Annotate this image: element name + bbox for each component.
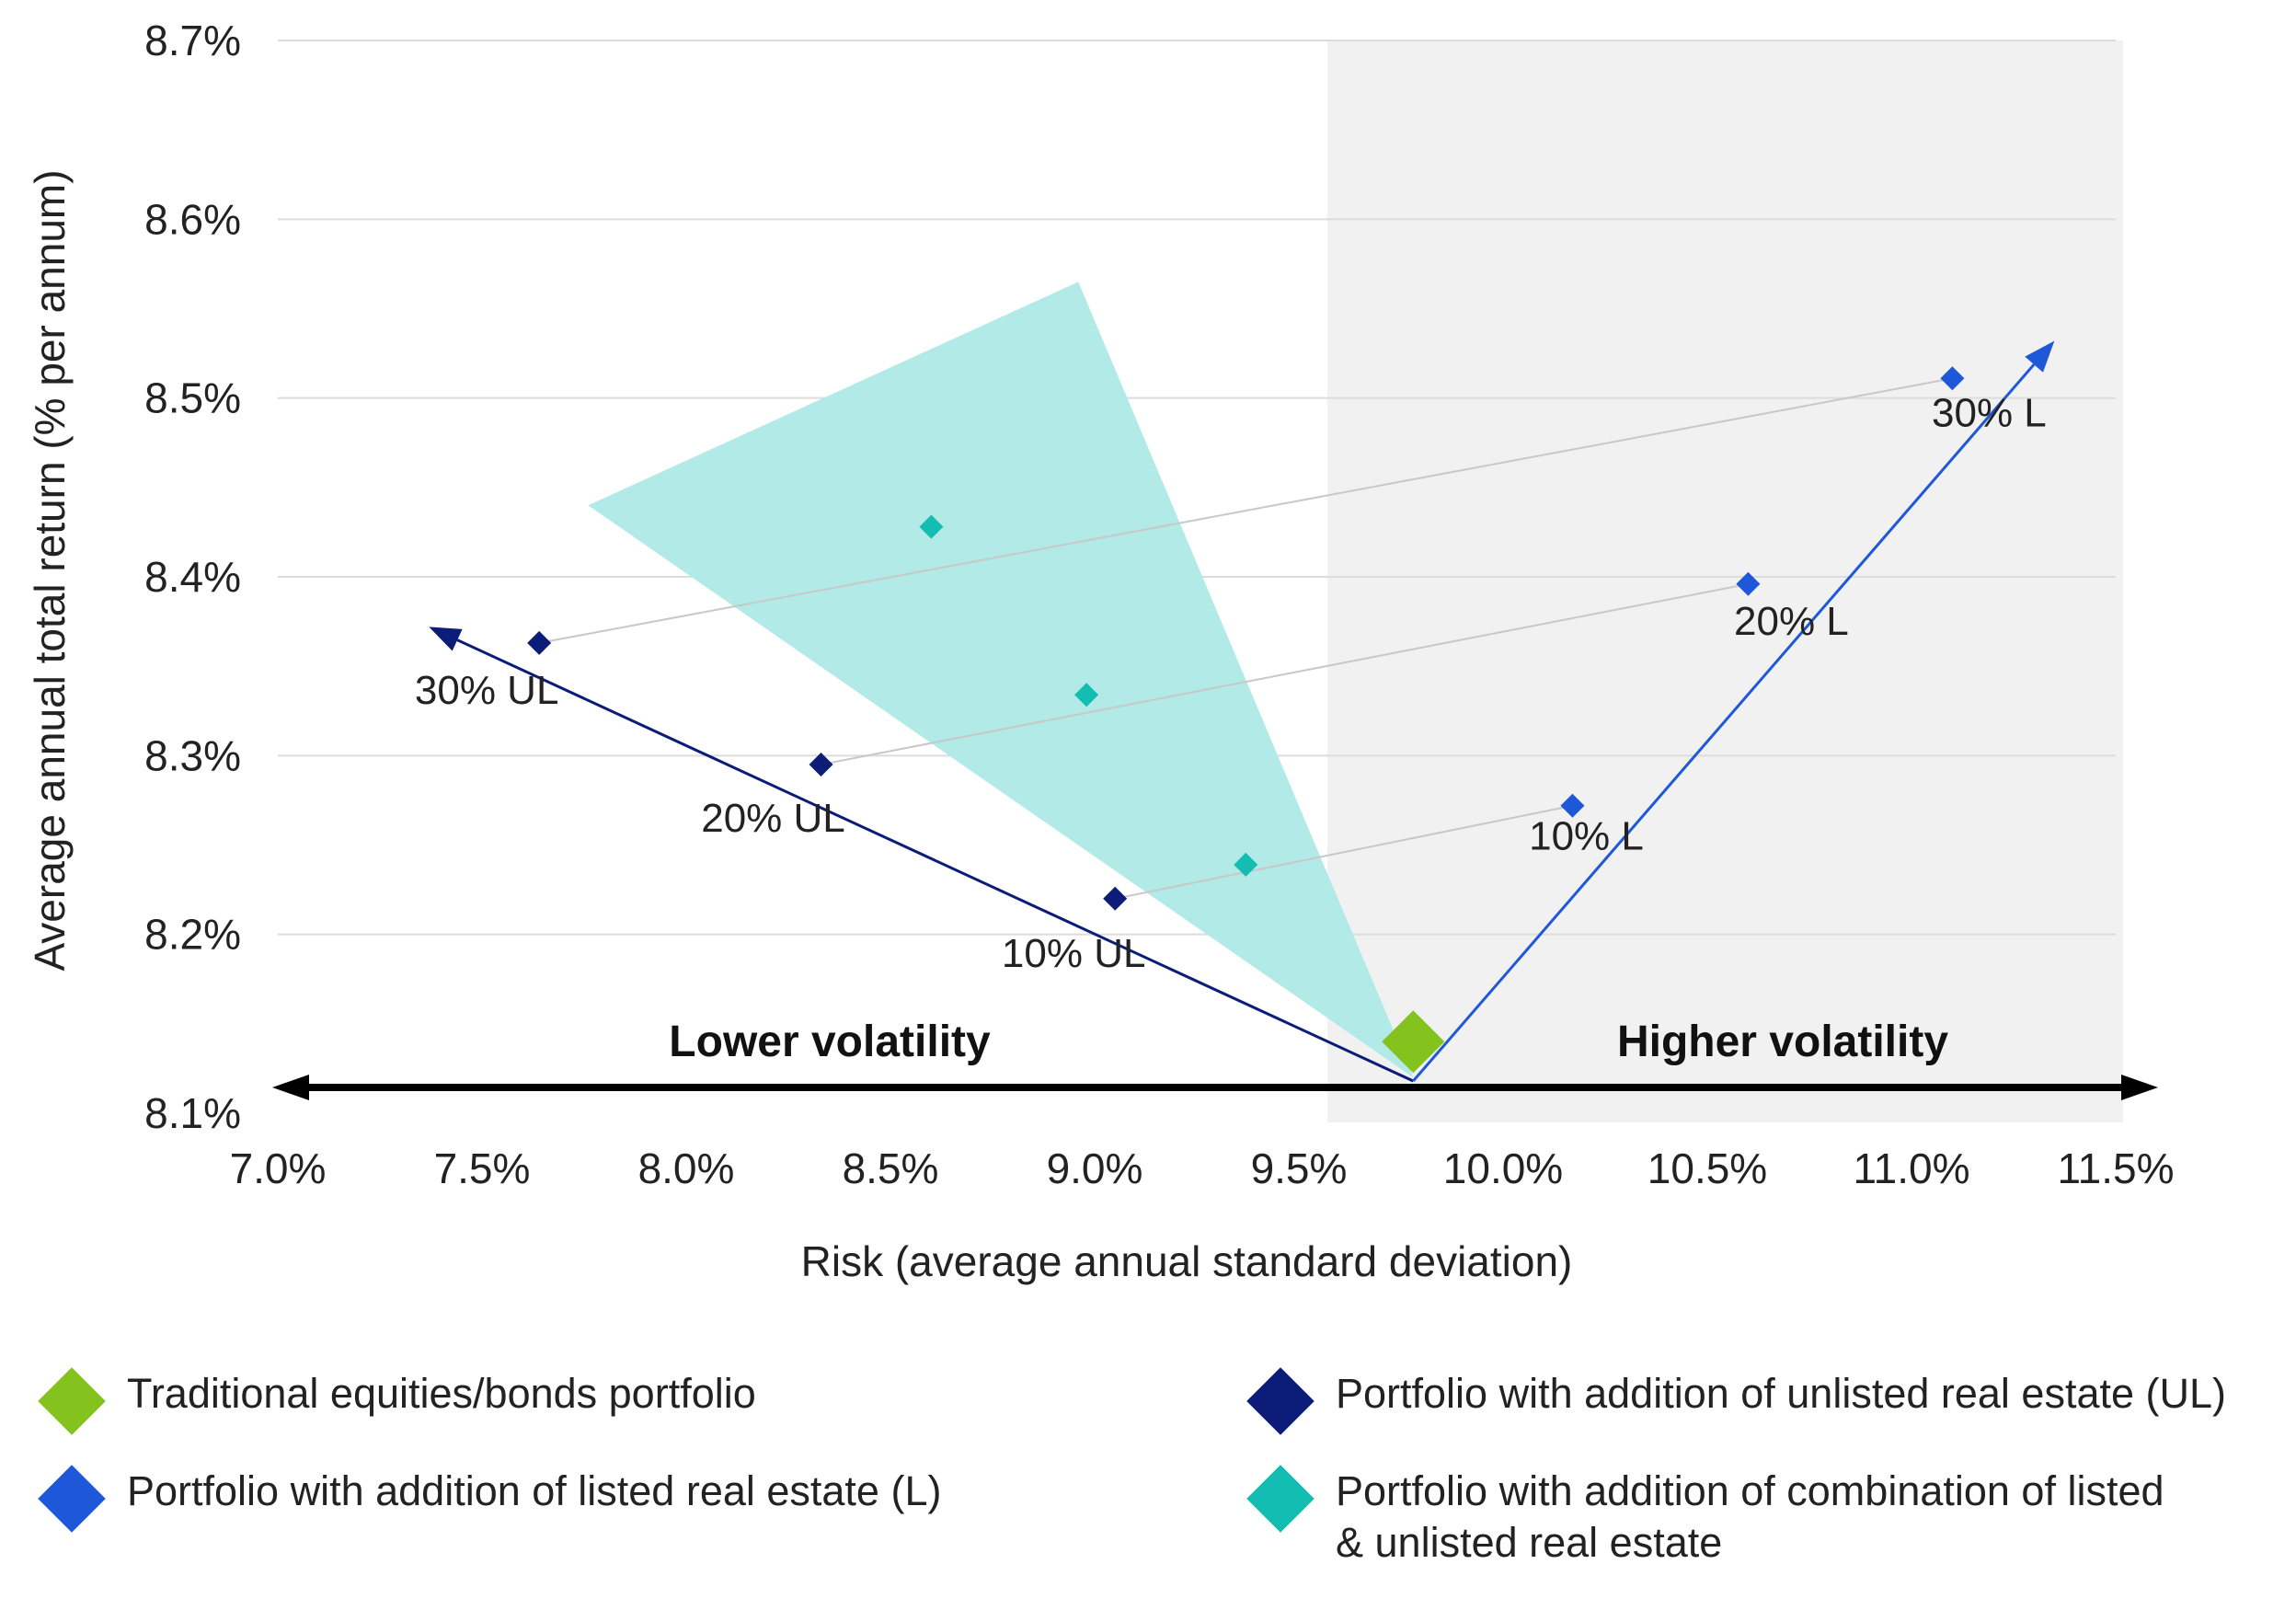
y-tick-label: 8.2% [144,911,241,959]
y-tick-label: 8.7% [144,17,241,64]
point-listed-1 [1560,793,1585,818]
point-label-20-ul: 20% UL [701,796,845,841]
point-unlisted-3 [527,630,552,655]
legend-label-listed: Portfolio with addition of listed real e… [127,1467,942,1514]
point-unlisted-1 [1103,886,1128,911]
legend-label-combination-line2: & unlisted real estate [1336,1519,1723,1566]
point-combination-2 [1074,683,1099,707]
y-tick-label: 8.4% [144,553,241,601]
point-label-30-ul: 30% UL [415,668,559,713]
y-axis-title: Average annual total return (% per annum… [26,169,74,971]
y-tick-label: 8.5% [144,374,241,422]
combination-region [588,282,1414,1078]
legend-item-combination: Portfolio with addition of combination o… [1242,1465,2164,1569]
volatility-axis-left-head [272,1075,309,1100]
y-tick-label: 8.6% [144,195,241,243]
x-tick-label: 9.0% [1047,1144,1143,1192]
risk-return-chart: 10% UL 20% UL 30% UL 10% L 20% L 30% L 7.0% 7.… [26,17,2175,1285]
x-tick-label: 10.0% [1443,1144,1563,1192]
unlisted-trend-arrow-head [429,627,463,651]
point-label-30-l: 30% L [1932,390,2047,435]
x-tick-label: 9.5% [1251,1144,1348,1192]
y-tick-label: 8.1% [144,1089,241,1137]
point-listed-2 [1736,571,1761,596]
legend-swatch-traditional [38,1367,106,1435]
listed-trend-arrow-line [1412,363,2036,1083]
legend-label-traditional: Traditional equities/bonds portfolio [127,1370,756,1417]
legend-label-combination: Portfolio with addition of combination o… [1336,1466,2164,1569]
point-label-20-l: 20% L [1734,599,1849,644]
volatility-axis-right-head [2121,1075,2158,1100]
legend-item-traditional: Traditional equities/bonds portfolio [33,1367,756,1435]
x-tick-label: 11.0% [1853,1144,1969,1192]
x-axis-title: Risk (average annual standard deviation) [801,1237,1573,1285]
legend-label-unlisted: Portfolio with addition of unlisted real… [1336,1370,2227,1417]
point-combination-3 [919,514,944,539]
legend-label-combination-line1: Portfolio with addition of combination o… [1336,1467,2164,1514]
x-tick-label: 7.0% [230,1144,327,1192]
x-tick-label: 8.0% [638,1144,735,1192]
higher-volatility-label: Higher volatility [1617,1018,1948,1066]
x-tick-label: 11.5% [2057,1144,2174,1192]
legend: Traditional equities/bonds portfolio Por… [0,1343,2296,1610]
y-tick-label: 8.3% [144,731,241,779]
lower-volatility-label: Lower volatility [669,1018,991,1066]
connector-line-1 [1115,804,1573,900]
point-unlisted-2 [809,753,833,777]
point-traditional-1 [1382,1010,1445,1074]
listed-trend-arrow-head [2025,340,2055,373]
legend-item-listed: Portfolio with addition of listed real e… [33,1465,942,1533]
x-tick-label: 8.5% [843,1144,939,1192]
point-label-10-l: 10% L [1529,814,1644,859]
unlisted-trend-arrow-line [456,638,1414,1083]
legend-item-unlisted: Portfolio with addition of unlisted real… [1242,1367,2227,1435]
point-listed-3 [1940,366,1965,391]
connector-line-3 [538,377,1953,644]
legend-swatch-listed [38,1465,106,1533]
legend-swatch-unlisted [1246,1367,1314,1435]
point-combination-1 [1234,852,1258,877]
x-tick-label: 7.5% [434,1144,531,1192]
legend-swatch-combination [1246,1465,1314,1533]
higher-volatility-band [1327,40,2123,1122]
point-label-10-ul: 10% UL [1002,931,1146,976]
x-tick-label: 10.5% [1647,1144,1767,1192]
connector-line-2 [821,582,1749,766]
